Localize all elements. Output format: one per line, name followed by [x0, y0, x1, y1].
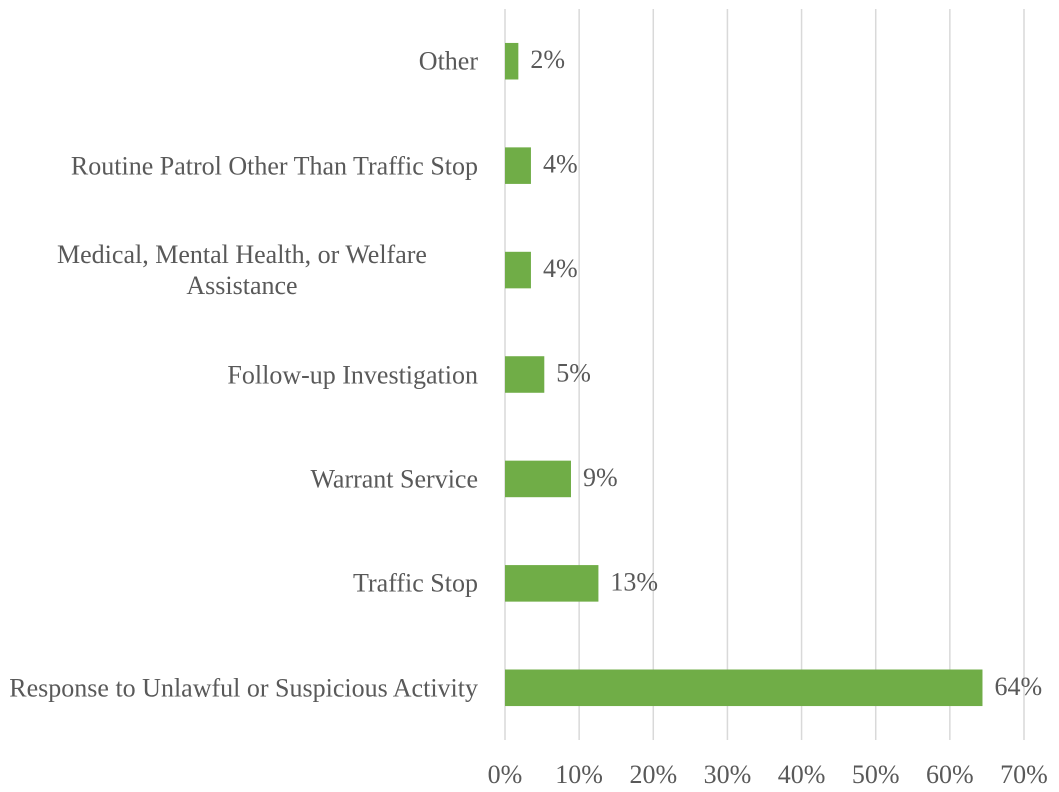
x-tick-label: 50%: [852, 760, 900, 789]
x-tick-label: 10%: [555, 760, 603, 789]
y-tick-label-text: Other: [418, 46, 478, 76]
bar: [505, 251, 531, 289]
bar: [505, 669, 983, 707]
y-tick-label-text: Warrant Service: [310, 464, 478, 494]
y-tick-label: Follow-up Investigation: [6, 359, 478, 390]
bar: [505, 460, 571, 498]
data-label: 2%: [530, 45, 565, 74]
y-tick-label: Traffic Stop: [6, 568, 478, 599]
x-tick-label: 0%: [488, 760, 523, 789]
y-tick-label-text: Response to Unlawful or Suspicious Activ…: [9, 673, 478, 703]
y-tick-label: Response to Unlawful or Suspicious Activ…: [6, 672, 478, 703]
y-tick-label-text: Follow-up Investigation: [227, 360, 478, 389]
y-tick-label: Other: [6, 46, 478, 77]
y-tick-label-text: Routine Patrol Other Than Traffic Stop: [70, 151, 478, 181]
data-label: 4%: [543, 150, 578, 179]
y-tick-label-text: Medical, Mental Health, or Welfare Assis…: [57, 240, 427, 301]
y-tick-label: Routine Patrol Other Than Traffic Stop: [6, 150, 478, 181]
bar: [505, 565, 599, 602]
x-tick-label: 40%: [778, 760, 826, 789]
y-tick-label-text: Traffic Stop: [353, 568, 478, 598]
y-tick-label: Medical, Mental Health, or Welfare Assis…: [6, 239, 478, 301]
bar: [505, 356, 545, 393]
y-tick-label: Warrant Service: [6, 463, 478, 494]
data-label: 64%: [994, 672, 1042, 701]
x-tick-label: 60%: [926, 760, 974, 789]
data-label: 13%: [610, 567, 658, 596]
x-tick-label: 70%: [1000, 760, 1048, 789]
bar: [505, 42, 519, 80]
x-tick-label: 30%: [704, 760, 752, 789]
x-tick-label: 20%: [629, 760, 677, 789]
data-label: 4%: [543, 254, 578, 283]
data-label: 5%: [556, 358, 591, 387]
bar: [505, 147, 531, 184]
data-label: 9%: [583, 463, 618, 492]
